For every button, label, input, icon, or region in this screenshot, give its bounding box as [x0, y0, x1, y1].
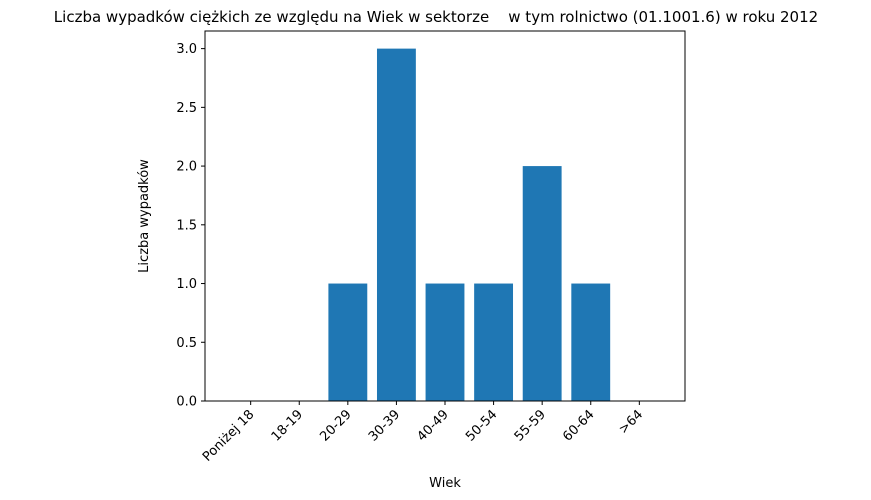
bar-20-29	[328, 283, 368, 401]
x-tick-label: >64	[616, 407, 646, 437]
bar-55-59	[522, 166, 562, 401]
bar-60-64	[571, 283, 611, 401]
x-tick-label: 50-54	[463, 407, 500, 444]
x-tick-label: 60-64	[560, 407, 597, 444]
x-tick-label: 40-49	[415, 407, 452, 444]
x-tick-label: 55-59	[512, 407, 549, 444]
x-tick-label: Poniżej 18	[200, 407, 257, 464]
y-tick-label: 1.0	[176, 277, 197, 292]
x-tick-label: 18-19	[269, 407, 306, 444]
y-tick-label: 2.5	[176, 101, 197, 116]
y-tick-label: 2.0	[176, 160, 197, 175]
bar-30-39	[376, 48, 416, 401]
y-tick-label: 0.5	[176, 336, 197, 351]
x-axis: Poniżej 18 18-19 20-29 30-39 40-49 50-54 55-59…	[200, 401, 646, 465]
y-axis: 0.0 0.5 1.0 1.5 2.0 2.5 3.0	[176, 42, 205, 410]
y-tick-label: 1.5	[176, 218, 197, 233]
chart-title: Liczba wypadków ciężkich ze względu na W…	[54, 8, 818, 26]
bar-50-54	[474, 283, 514, 401]
x-tick-label: 20-29	[317, 407, 354, 444]
plot-frame	[204, 30, 686, 402]
x-tick-label: 30-39	[366, 407, 403, 444]
y-tick-label: 0.0	[176, 395, 197, 410]
y-axis-label: Liczba wypadków	[137, 159, 152, 273]
bar-40-49	[425, 283, 465, 401]
bars-group	[328, 48, 611, 401]
x-axis-label: Wiek	[429, 476, 461, 491]
y-tick-label: 3.0	[176, 42, 197, 57]
